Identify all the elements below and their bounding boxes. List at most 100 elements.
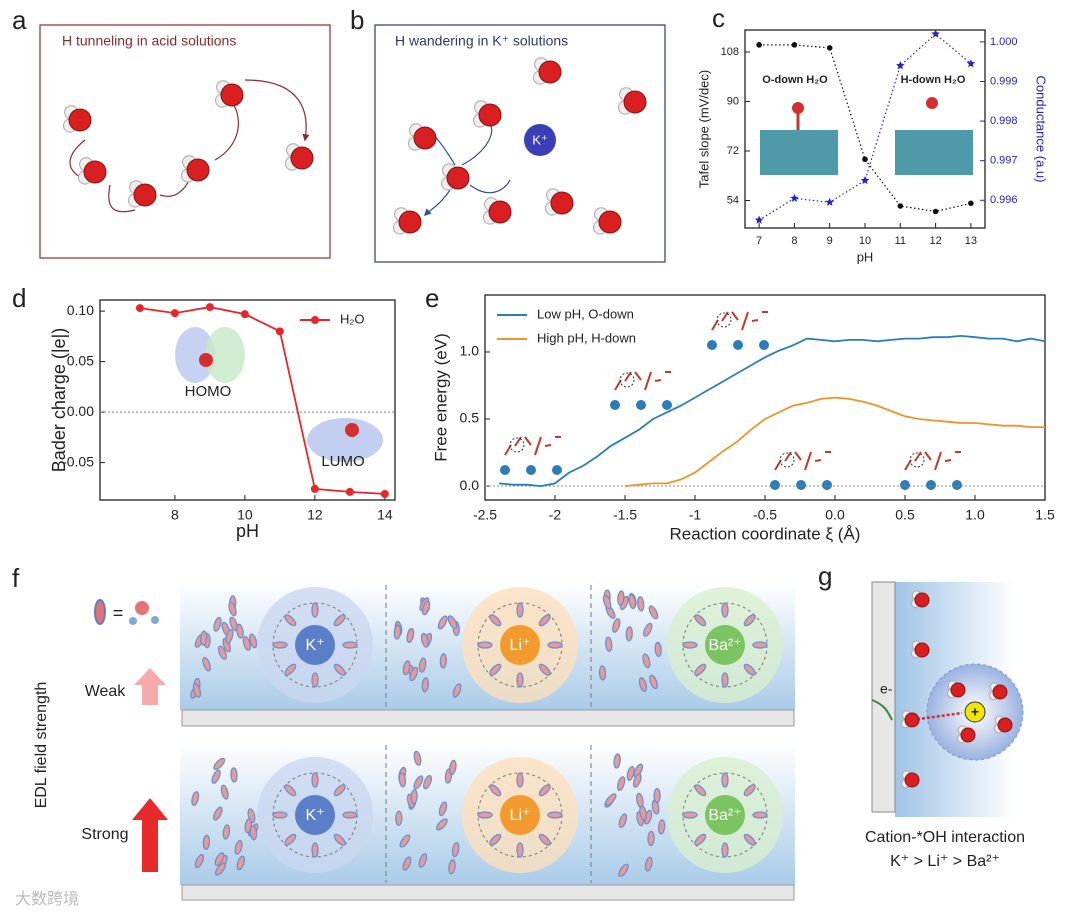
dipole <box>284 833 297 846</box>
dipole <box>437 615 448 630</box>
oxygen <box>904 712 920 728</box>
annotation: LUMO <box>321 453 364 470</box>
point <box>826 45 833 51</box>
k-ion <box>524 124 556 156</box>
dipole <box>636 596 645 612</box>
series-line <box>498 334 1046 488</box>
panel-title: H wandering in K⁺ solutions <box>395 33 568 49</box>
dipole <box>743 784 756 797</box>
weak-arrow <box>134 668 166 705</box>
dipole <box>435 818 448 831</box>
dipole <box>342 811 358 819</box>
bond <box>924 451 932 461</box>
dipole <box>410 788 418 805</box>
panel-label: f <box>12 563 20 593</box>
equals: = <box>113 603 124 623</box>
dipole <box>202 834 211 850</box>
dipole <box>342 641 358 649</box>
dipole <box>617 590 625 606</box>
dipole <box>311 772 319 788</box>
point <box>380 489 389 498</box>
surface-atom <box>952 480 962 490</box>
dipole <box>272 811 288 819</box>
point <box>310 484 319 493</box>
dipole <box>213 616 222 632</box>
snapshot-inset <box>500 311 962 490</box>
dipole <box>409 666 419 682</box>
bond <box>654 379 662 382</box>
oxygen <box>488 200 512 224</box>
dipole <box>212 806 223 821</box>
oxygen <box>83 160 107 184</box>
y-tick-label: 0.5 <box>460 410 480 426</box>
point <box>205 303 214 312</box>
row-label: Strong <box>81 826 128 843</box>
dipole <box>694 663 707 676</box>
panel-label: b <box>350 5 364 35</box>
dipole <box>643 622 653 637</box>
dipole <box>489 833 502 846</box>
ion <box>295 625 335 665</box>
surface-atom <box>526 465 536 475</box>
legend-label: Low pH, O-down <box>537 306 634 321</box>
bond <box>514 436 522 447</box>
y-tick-label: 108 <box>721 46 739 58</box>
dipole <box>618 813 628 828</box>
oxygen <box>960 727 976 743</box>
dipole <box>618 863 629 878</box>
dipole <box>721 772 729 788</box>
dipole <box>657 819 666 835</box>
point <box>275 327 284 336</box>
oxygen <box>446 166 470 190</box>
point <box>897 203 904 209</box>
dipole <box>648 605 659 620</box>
dipole <box>242 636 251 651</box>
water-group <box>63 80 314 208</box>
dipole <box>538 833 551 846</box>
x-tick-label: 0.0 <box>825 507 845 523</box>
watermark: 大数跨境 <box>15 889 79 908</box>
x-tick-label: -2.5 <box>473 507 497 523</box>
point <box>968 200 974 207</box>
dipole <box>605 636 613 652</box>
dipole <box>333 833 346 846</box>
y2-axis-label: Conductance (a.u) <box>1034 76 1049 183</box>
dipole <box>752 641 768 649</box>
surface-atom <box>733 340 743 350</box>
dipole <box>413 775 424 790</box>
oxygen <box>413 126 437 150</box>
ion <box>500 625 540 665</box>
y2-tick-label: 0.998 <box>990 115 1018 127</box>
dipole <box>333 663 346 676</box>
panel-frame <box>39 24 331 259</box>
y-tick-label: 54 <box>727 194 739 206</box>
bond <box>624 371 632 382</box>
dipole <box>477 641 493 649</box>
panel-label: d <box>12 283 26 313</box>
dipole <box>721 602 729 618</box>
bond <box>634 371 642 381</box>
dipole <box>516 772 524 788</box>
surface-atom <box>796 480 806 490</box>
panel-label: a <box>12 5 27 35</box>
marker-ring <box>779 452 795 468</box>
dipole <box>612 618 621 633</box>
dipole <box>489 663 502 676</box>
dipole <box>626 765 635 781</box>
dipole <box>222 637 232 653</box>
y2-tick-label: 1.000 <box>990 36 1018 48</box>
dipole <box>398 772 407 788</box>
dipole <box>202 656 211 672</box>
dipole <box>311 672 319 688</box>
dipole <box>694 833 707 846</box>
dipole <box>538 614 551 627</box>
dipole <box>244 818 253 834</box>
dipole <box>421 600 431 616</box>
y-tick-label: 1.0 <box>460 343 480 359</box>
dipole <box>682 811 698 819</box>
dipole <box>628 594 637 610</box>
plot-frame <box>99 299 396 501</box>
dipole <box>625 626 633 642</box>
dipole <box>452 683 462 698</box>
dipole <box>422 774 433 790</box>
